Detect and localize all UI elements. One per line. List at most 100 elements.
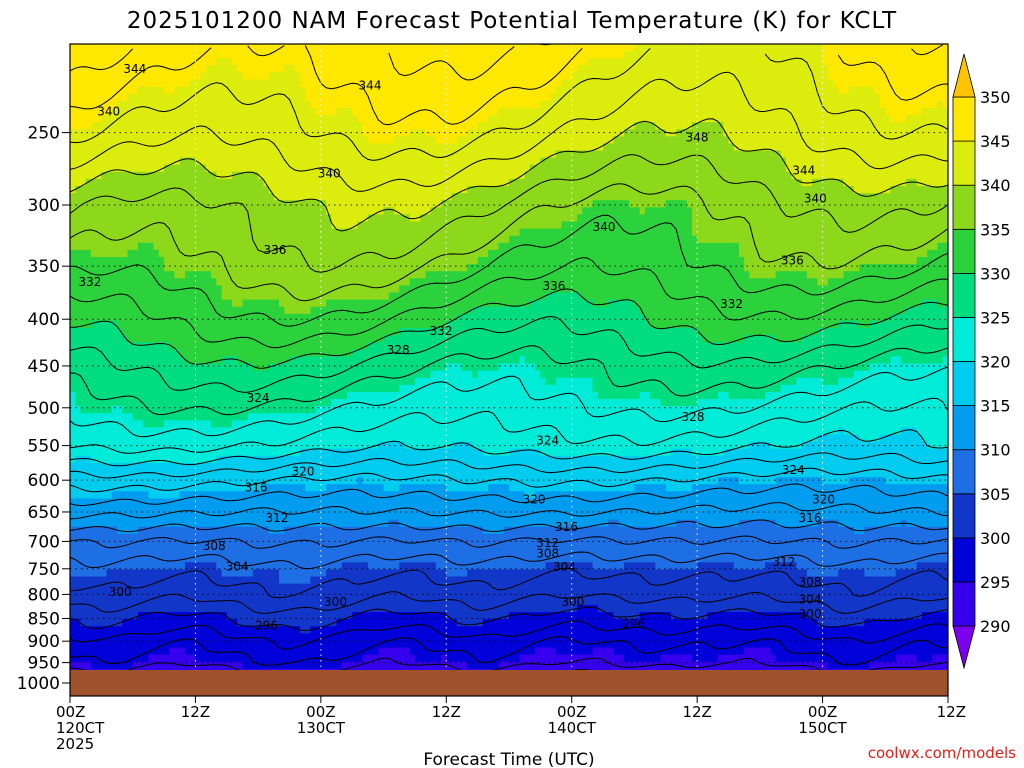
- contour-label: 296: [622, 617, 645, 631]
- contour-labels: 344 344 340 340 348 344 340 340 336 336 336 332 332 3…: [78, 62, 835, 632]
- contour-label: 300: [561, 595, 584, 609]
- contour-line: [70, 118, 948, 232]
- y-tick-label: 300: [28, 196, 60, 216]
- y-tick-label: 850: [28, 610, 60, 630]
- y-tick-label: 900: [28, 632, 60, 652]
- contour-label: 296: [255, 618, 278, 632]
- potential-temperature-field: [70, 44, 948, 670]
- colorbar-swatch: [952, 228, 976, 274]
- contour-label: 312: [772, 555, 795, 569]
- contour-line: [70, 567, 948, 599]
- contour-line: [70, 288, 948, 369]
- contour-line: [70, 636, 948, 666]
- y-tick-label: 600: [28, 471, 60, 491]
- y-tick-label: 700: [28, 532, 60, 552]
- contour-label: 316: [555, 520, 578, 534]
- colorbar-swatch: [952, 537, 976, 583]
- contour-label: 340: [97, 104, 120, 118]
- contour-label: 308: [536, 547, 559, 561]
- contour-line: [70, 483, 948, 507]
- contour-line: [70, 429, 948, 467]
- contour-label: 344: [359, 78, 382, 92]
- colorbar-label: 300: [980, 529, 1011, 548]
- y-tick-label: 350: [28, 257, 60, 277]
- y-tick-label: 800: [28, 585, 60, 605]
- y-tick-label: 950: [28, 654, 60, 674]
- contour-line: [70, 366, 948, 438]
- y-tick-label: 750: [28, 560, 60, 580]
- colorbar-swatch: [952, 140, 976, 186]
- colorbar-label: 345: [980, 132, 1011, 151]
- chart-title: 2025101200 NAM Forecast Potential Temper…: [127, 8, 897, 34]
- colorbar-label: 325: [980, 308, 1011, 327]
- contour-label: 328: [682, 410, 705, 424]
- contour-label: 348: [686, 130, 709, 144]
- contour-label: 320: [292, 465, 315, 479]
- contour-label: 312: [266, 511, 289, 525]
- colorbar-label: 340: [980, 176, 1011, 195]
- contour-label: 316: [799, 511, 822, 525]
- contour-label: 304: [226, 560, 249, 574]
- contour-line: [70, 519, 948, 533]
- y-tick-label: 250: [28, 124, 60, 144]
- x-tick-label: 00Z: [557, 703, 586, 721]
- colorbar: 290 295 300 305 310 315 320 325 330 335 340 345 350: [952, 53, 1011, 670]
- colorbar-label: 330: [980, 264, 1011, 283]
- contour-line: [70, 467, 948, 493]
- contour-line: [70, 606, 948, 632]
- contour-label: 324: [247, 391, 270, 405]
- colorbar-swatch: [952, 316, 976, 362]
- contour-line: [70, 315, 948, 393]
- contour-label: 324: [782, 463, 805, 477]
- x-tick-label: 140CT: [548, 719, 597, 737]
- contour-label: 320: [812, 493, 835, 507]
- x-tick-label: 150CT: [798, 719, 847, 737]
- contour-label: 304: [799, 592, 822, 606]
- contour-label: 308: [203, 539, 226, 553]
- contour-label: 300: [109, 585, 132, 599]
- contour-label: 332: [720, 297, 743, 311]
- y-tick-label: 1000: [17, 674, 60, 694]
- plot-frame: [69, 43, 949, 697]
- ground-bar: [70, 670, 948, 696]
- contour-line: [70, 551, 948, 570]
- contour-label: 336: [542, 279, 565, 293]
- contour-line: [70, 502, 948, 520]
- colorbar-swatch: [952, 184, 976, 230]
- colorbar-label: 335: [980, 220, 1011, 239]
- contour-line: [70, 452, 948, 479]
- colorbar-swatch: [952, 272, 976, 318]
- contour-label: 336: [781, 254, 804, 268]
- contour-line: [70, 154, 948, 273]
- contour-label: 300: [799, 607, 822, 621]
- contour-line: [70, 345, 948, 416]
- contour-label: 344: [792, 163, 815, 177]
- contour-label: 312: [536, 536, 559, 550]
- x-tick-label: 12Z: [682, 703, 711, 721]
- contour-label: 336: [263, 243, 286, 257]
- contour-label: 340: [804, 191, 827, 205]
- colorbar-label: 310: [980, 441, 1011, 460]
- contour-line: [70, 44, 944, 81]
- contour-label: 324: [536, 434, 559, 448]
- colorbar-label: 320: [980, 353, 1011, 372]
- contour-label: 328: [387, 343, 410, 357]
- colorbar-swatch: [952, 361, 976, 406]
- contour-label: 344: [123, 62, 146, 76]
- y-tick-label: 450: [28, 357, 60, 377]
- credit-link[interactable]: coolwx.com/models: [868, 744, 1016, 762]
- colorbar-label: 350: [980, 88, 1011, 107]
- colorbar-min-arrow: [952, 625, 976, 670]
- x-axis-title: Forecast Time (UTC): [423, 750, 594, 768]
- y-tick-label: 500: [28, 399, 60, 419]
- y-tick-label: 650: [28, 503, 60, 523]
- colorbar-swatch: [952, 581, 976, 627]
- contour-label: 304: [553, 560, 576, 574]
- colorbar-swatch: [952, 493, 976, 539]
- contour-label: 340: [318, 166, 341, 180]
- contour-line: [70, 214, 948, 327]
- x-tick-label: 00Z: [808, 703, 837, 721]
- contour-label: 320: [523, 493, 546, 507]
